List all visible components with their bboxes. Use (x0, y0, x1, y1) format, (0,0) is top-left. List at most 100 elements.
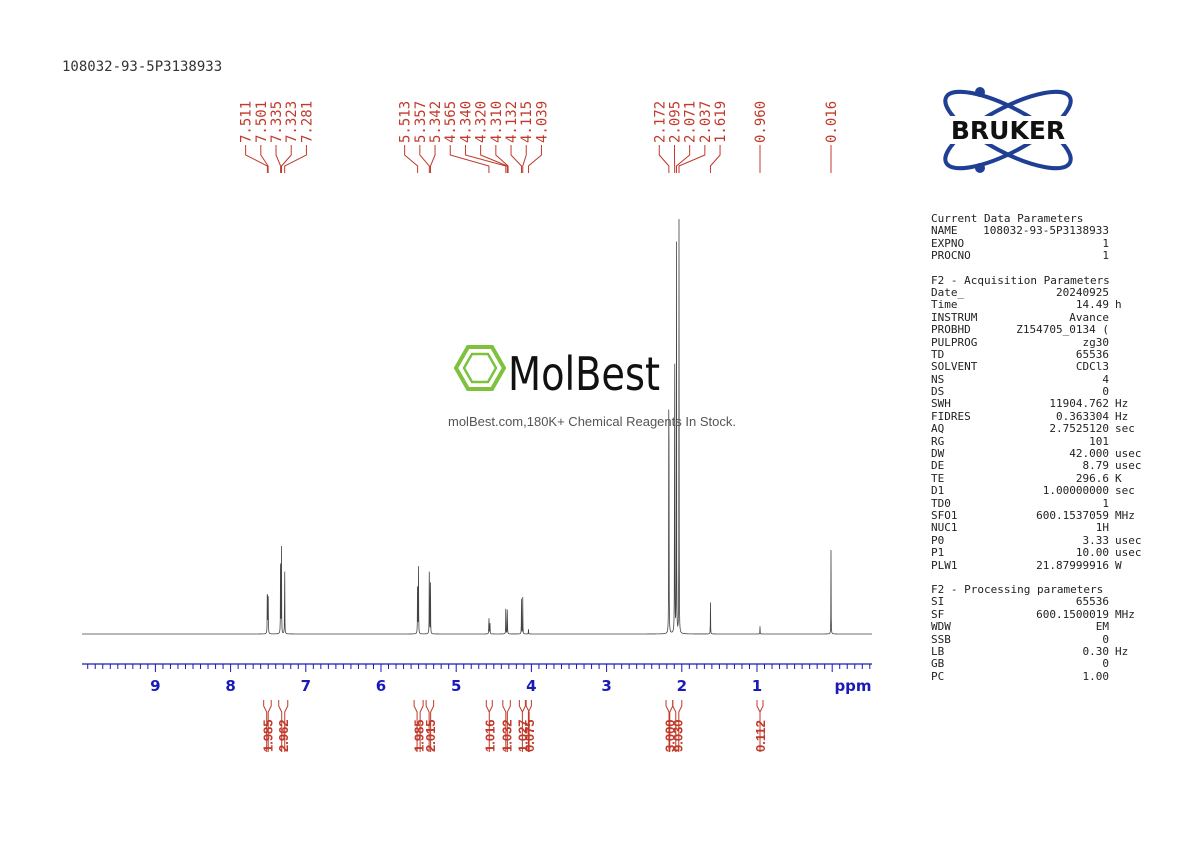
parameter-row: SFO1 600.1537059 MHz (931, 508, 1151, 522)
peak-label: 5.513 (398, 101, 419, 173)
parameter-unit: h (1115, 298, 1122, 312)
integral: 0.112 (753, 700, 768, 752)
parameter-unit: sec (1115, 422, 1135, 436)
peak-label-text: 0.960 (753, 101, 769, 143)
peak-label-text: 7.501 (254, 101, 270, 143)
parameter-value: 1 (1102, 496, 1109, 510)
parameter-key: DW (931, 447, 945, 461)
parameter-row: WDW EM (931, 620, 1151, 634)
parameter-unit: Hz (1115, 397, 1129, 411)
parameter-key: TD (931, 347, 945, 361)
peak-leader-line (709, 145, 721, 173)
parameter-key: PROBHD (931, 323, 971, 337)
parameter-unit (1109, 671, 1151, 683)
parameter-value: 3.33 (1082, 533, 1110, 547)
peak-leader-line (284, 145, 307, 173)
parameter-key: P1 (931, 546, 945, 560)
parameter-unit: usec (1115, 447, 1142, 461)
sample-id: 108032-93-5P3138933 (62, 59, 223, 75)
peak-leader-line (429, 145, 436, 173)
peak-leader-line (419, 145, 430, 173)
peak-label: 4.565 (443, 101, 490, 173)
parameter-key: SOLVENT (931, 360, 978, 374)
peak-label-text: 7.511 (239, 101, 255, 143)
parameter-unit: MHz (1115, 508, 1135, 522)
parameter-key: PC (931, 669, 945, 683)
integral-value: 2.962 (276, 719, 291, 752)
parameter-row: GB 0 (931, 657, 1151, 671)
integral-bracket (485, 700, 493, 752)
peak-leader-line (495, 145, 509, 173)
parameter-key: AQ (931, 422, 945, 436)
peak-label-text: 7.281 (299, 101, 315, 143)
integral: 2.962 (276, 700, 291, 752)
parameter-row: EXPNO 1 (931, 237, 1151, 250)
parameter-row: NS 4 (931, 373, 1151, 386)
parameter-row: D1 1.00000000 sec (931, 484, 1151, 498)
spectrum-line (82, 219, 872, 635)
parameter-unit (1109, 374, 1151, 386)
parameter-unit (1109, 349, 1151, 361)
parameter-value: 108032-93-5P3138933 (983, 224, 1109, 238)
parameter-value: 0 (1102, 385, 1109, 399)
parameter-value: 1.00000000 (1042, 484, 1109, 498)
benzene-ring-icon (453, 345, 507, 391)
parameter-section: F2 - Acquisition Parameters Date_ 20240925… (931, 274, 1151, 572)
parameter-key: Time (931, 298, 958, 312)
parameter-key: D1 (931, 484, 945, 498)
parameter-value: 0 (1102, 657, 1109, 671)
parameter-row: DE 8.79 usec (931, 459, 1151, 473)
parameter-key: TE (931, 471, 945, 485)
parameter-value: Avance (1069, 310, 1109, 324)
peak-label: 7.501 (254, 101, 270, 173)
peak-labels-group: 7.511 7.501 7.335 7.323 7.281 5.513 5.357 5.342… (239, 101, 840, 173)
parameter-row: FIDRES 0.363304 Hz (931, 409, 1151, 423)
parameter-key: PULPROG (931, 335, 978, 349)
parameter-value: 1.00 (1082, 669, 1110, 683)
parameter-value: 1H (1095, 521, 1109, 535)
peak-leader-line (275, 145, 282, 173)
parameter-row: PROBHD Z154705_0134 ( (931, 323, 1151, 337)
peak-label-text: 2.095 (667, 101, 683, 143)
parameter-value: 600.1500019 (1036, 607, 1109, 621)
peak-label: 2.071 (675, 101, 699, 173)
parameter-key: SFO1 (931, 508, 958, 522)
peak-label: 7.335 (269, 101, 285, 173)
parameter-key: DE (931, 459, 945, 473)
parameter-unit: usec (1115, 459, 1142, 473)
x-tick-label: 2 (677, 677, 687, 695)
parameter-unit (1109, 621, 1151, 633)
parameter-row: P1 10.00 usec (931, 546, 1151, 560)
parameter-row: PROCNO 1 (931, 249, 1151, 262)
parameter-value: 101 (1089, 434, 1109, 448)
parameter-row: SF 600.1500019 MHz (931, 607, 1151, 621)
integral: 1.032 (500, 700, 515, 752)
integral-value: 1.985 (260, 719, 275, 752)
x-axis-group: 9 8 7 6 5 4 3 2 1 ppm (82, 663, 872, 695)
parameter-key: P0 (931, 533, 945, 547)
parameter-unit (1109, 361, 1151, 373)
parameter-key: NUC1 (931, 521, 958, 535)
parameter-value: 0.363304 (1056, 409, 1109, 423)
x-tick-label: 4 (526, 677, 536, 695)
integral-bracket (413, 700, 424, 752)
parameter-row: PULPROG zg30 (931, 335, 1151, 349)
parameter-unit (1109, 324, 1151, 336)
integral-bracket (525, 700, 532, 752)
parameter-value: EM (1095, 620, 1109, 634)
parameter-key: FIDRES (931, 409, 971, 423)
peak-label: 4.115 (519, 101, 535, 173)
peak-label: 5.357 (413, 101, 430, 173)
parameter-value: 0 (1102, 632, 1109, 646)
integral-value: 2.015 (423, 719, 438, 752)
parameter-row: NAME 108032-93-5P3138933 (931, 224, 1151, 238)
parameter-row: TD 65536 (931, 347, 1151, 361)
parameter-row: LB 0.30 Hz (931, 645, 1151, 658)
peak-label: 7.281 (284, 101, 315, 173)
parameter-unit (1109, 312, 1151, 324)
parameter-unit (1109, 337, 1151, 349)
watermark-brand: MolBest (508, 347, 660, 401)
parameter-row: SWH 11904.762 Hz (931, 397, 1151, 411)
peak-label-text: 5.513 (398, 101, 414, 143)
peak-label-text: 4.115 (519, 101, 535, 143)
